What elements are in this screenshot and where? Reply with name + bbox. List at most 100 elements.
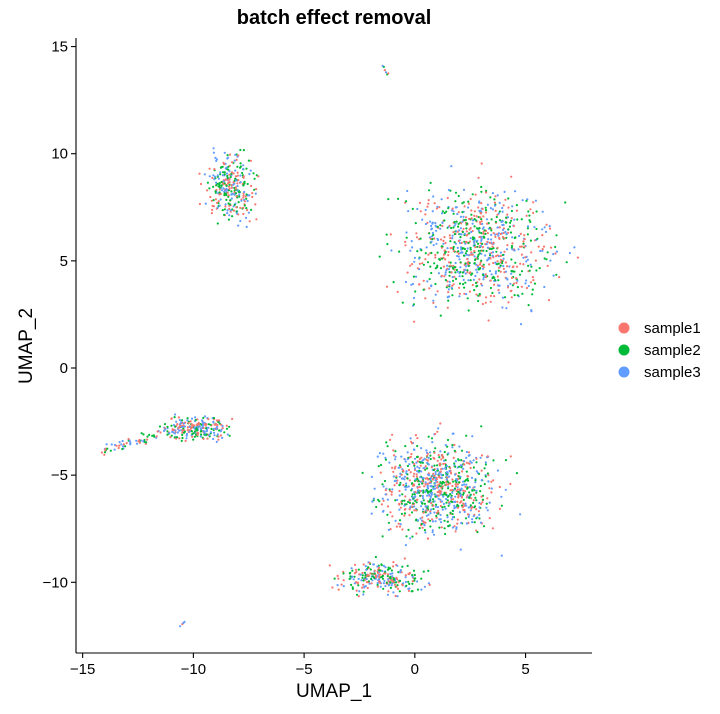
data-point-sample2: [418, 527, 421, 530]
data-point-sample1: [232, 209, 236, 212]
data-point-sample3: [202, 422, 205, 425]
data-point-sample3: [376, 455, 379, 458]
data-point-sample2: [225, 184, 228, 187]
data-point-sample2: [220, 166, 223, 169]
data-point-sample3: [465, 253, 468, 256]
data-point-sample3: [427, 513, 430, 516]
data-point-sample3: [384, 493, 387, 496]
data-point-sample1: [465, 461, 468, 464]
data-point-sample1: [489, 300, 492, 303]
data-point-sample3: [503, 190, 506, 193]
data-point-sample3: [454, 460, 457, 463]
data-point-sample1: [515, 277, 518, 280]
data-point-sample1: [391, 433, 394, 436]
data-point-sample3: [420, 588, 423, 591]
data-point-sample1: [468, 228, 471, 231]
data-point-sample3: [543, 285, 546, 289]
data-point-sample1: [169, 436, 172, 439]
data-point-sample3: [376, 565, 379, 568]
legend-marker-sample3: [618, 366, 630, 378]
data-point-sample2: [237, 201, 240, 204]
data-point-sample3: [387, 578, 390, 581]
data-point-sample1: [379, 581, 382, 585]
data-point-sample1: [461, 506, 464, 509]
data-point-sample2: [482, 249, 485, 252]
data-point-sample2: [430, 437, 434, 440]
data-point-sample1: [415, 475, 418, 478]
data-point-sample3: [458, 510, 461, 514]
data-point-sample3: [462, 467, 465, 470]
data-point-sample2: [469, 246, 472, 249]
data-point-sample2: [247, 159, 250, 162]
data-point-sample1: [155, 435, 158, 438]
data-point-sample2: [348, 577, 351, 581]
data-point-sample2: [422, 570, 425, 573]
data-point-sample1: [480, 469, 483, 472]
data-point-sample2: [392, 578, 395, 581]
data-point-sample1: [404, 495, 407, 498]
data-point-sample3: [217, 177, 220, 180]
data-point-sample1: [365, 575, 368, 578]
data-point-sample1: [452, 249, 455, 253]
data-point-sample1: [443, 236, 446, 239]
data-point-sample1: [228, 207, 231, 210]
data-point-sample2: [443, 519, 446, 522]
data-point-sample3: [463, 510, 466, 513]
data-point-sample2: [227, 218, 230, 221]
data-point-sample3: [425, 246, 428, 249]
data-point-sample3: [226, 156, 230, 159]
data-point-sample2: [206, 181, 209, 184]
data-point-sample2: [170, 434, 173, 437]
data-point-sample1: [450, 498, 453, 501]
data-point-sample3: [213, 431, 216, 434]
data-point-sample2: [445, 501, 448, 504]
data-point-sample2: [467, 264, 470, 267]
data-point-sample2: [433, 464, 436, 467]
data-point-sample3: [486, 509, 489, 512]
data-point-sample1: [391, 515, 394, 518]
data-point-sample3: [476, 516, 479, 519]
data-point-sample3: [243, 190, 246, 194]
data-point-sample2: [222, 171, 225, 174]
data-point-sample1: [138, 441, 141, 444]
data-point-sample2: [527, 210, 530, 213]
data-point-sample1: [218, 188, 221, 191]
data-point-sample2: [521, 292, 524, 295]
data-point-sample3: [429, 220, 432, 223]
data-point-sample1: [227, 194, 230, 197]
data-point-sample2: [235, 210, 238, 213]
data-point-sample3: [481, 222, 484, 226]
data-point-sample1: [213, 168, 216, 171]
data-point-sample3: [411, 496, 414, 499]
data-point-sample1: [127, 437, 130, 441]
data-point-sample2: [221, 209, 224, 212]
data-point-sample2: [431, 238, 434, 241]
data-point-sample1: [511, 266, 514, 269]
data-point-sample2: [397, 197, 400, 200]
data-point-sample1: [184, 439, 187, 442]
data-point-sample3: [198, 425, 201, 428]
data-point-sample3: [179, 423, 182, 426]
data-point-sample3: [421, 494, 424, 498]
data-point-sample3: [225, 187, 228, 190]
data-point-sample3: [171, 430, 174, 433]
data-point-sample1: [519, 245, 522, 248]
data-point-sample3: [193, 427, 196, 430]
data-point-sample2: [520, 218, 523, 221]
data-point-sample3: [384, 456, 387, 459]
data-point-sample2: [441, 482, 444, 485]
data-point-sample3: [447, 288, 450, 291]
data-point-sample2: [387, 521, 390, 524]
data-point-sample3: [451, 518, 454, 521]
data-point-sample3: [208, 175, 211, 178]
data-point-sample1: [441, 224, 444, 228]
data-point-sample3: [416, 470, 419, 473]
data-point-sample3: [442, 242, 445, 245]
data-point-sample3: [429, 451, 432, 454]
data-point-sample2: [414, 222, 417, 225]
data-point-sample2: [403, 499, 406, 502]
data-point-sample2: [436, 225, 439, 228]
data-point-sample3: [452, 210, 455, 213]
data-point-sample3: [432, 533, 436, 536]
data-point-sample2: [470, 213, 473, 216]
